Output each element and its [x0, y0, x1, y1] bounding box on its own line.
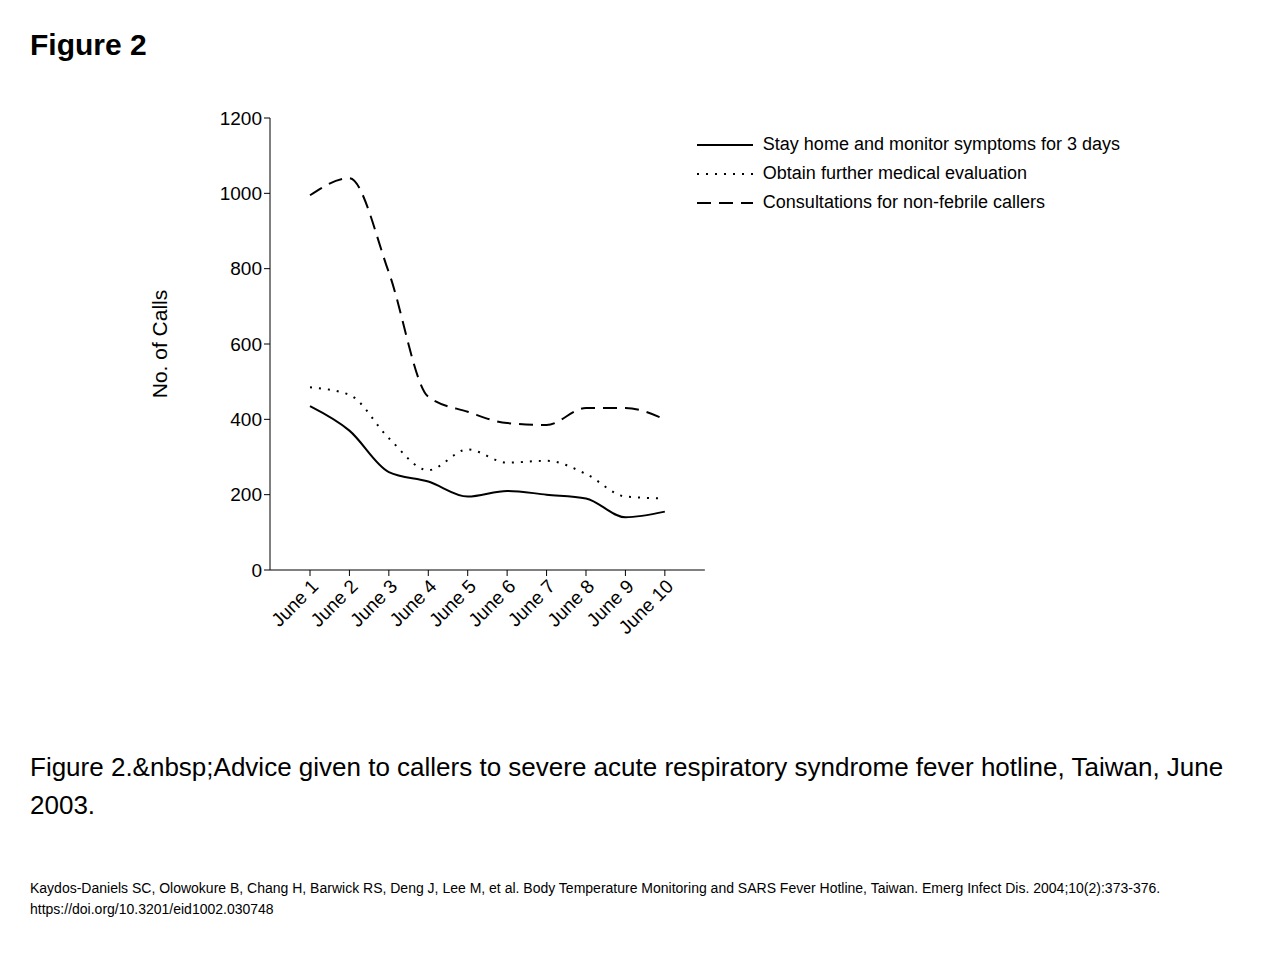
- svg-text:June 7: June 7: [503, 575, 559, 631]
- svg-text:400: 400: [230, 409, 262, 430]
- svg-text:200: 200: [230, 484, 262, 505]
- svg-text:June 9: June 9: [582, 575, 638, 631]
- html-text:Figure 2: Figure 2: [30, 28, 147, 61]
- html-text:Figure 2.&nbsp;Advice given to: Figure 2.&nbsp;Advice given to callers t…: [30, 752, 1224, 820]
- svg-text:June 6: June 6: [464, 575, 520, 631]
- html-text:Consultations for non-febrile: Consultations for non-febrile callers: [762, 192, 1045, 212]
- svg-text:1200: 1200: [220, 108, 262, 129]
- svg-text:June 2: June 2: [306, 575, 362, 631]
- svg-text:800: 800: [230, 258, 262, 279]
- svg-text:June 1: June 1: [267, 575, 323, 631]
- svg-text:June 3: June 3: [346, 575, 402, 631]
- html-text:https://doi.org/10.3201/eid100: https://doi.org/10.3201/eid1002.030748: [30, 901, 274, 917]
- svg-text:June 8: June 8: [543, 575, 599, 631]
- svg-text:June 5: June 5: [424, 575, 481, 631]
- svg-text:0: 0: [251, 560, 262, 581]
- svg-text:June 10: June 10: [615, 576, 678, 639]
- svg-text:1000: 1000: [220, 183, 262, 204]
- svg-text:600: 600: [230, 334, 262, 355]
- svg-text:No. of Calls: No. of Calls: [148, 290, 171, 399]
- html-text:Kaydos-Daniels SC, Olowokure B: Kaydos-Daniels SC, Olowokure B, Chang H,…: [30, 880, 1161, 896]
- html-text:Stay home and monitor symptoms: Stay home and monitor symptoms for 3 day…: [762, 134, 1120, 154]
- svg-text:June 4: June 4: [385, 575, 441, 631]
- html-text:Obtain further medical evaluat: Obtain further medical evaluation: [762, 163, 1027, 183]
